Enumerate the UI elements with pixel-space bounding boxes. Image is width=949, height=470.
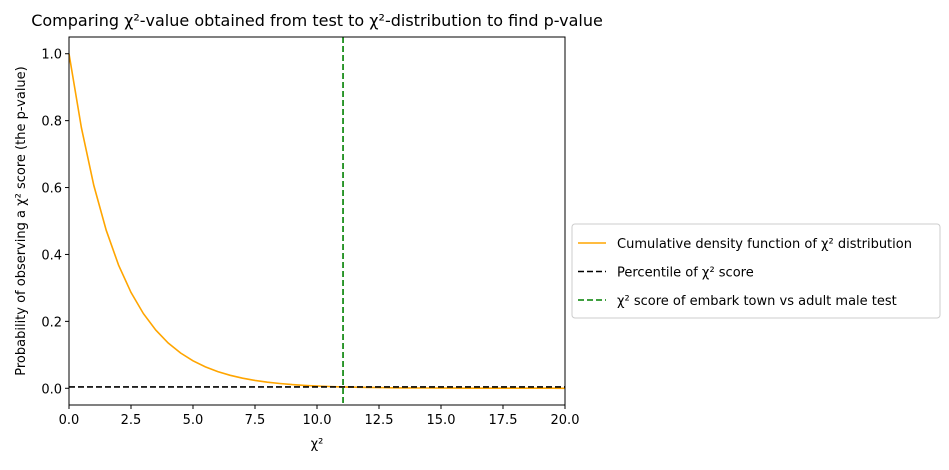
x-axis-label: χ² xyxy=(311,437,324,452)
y-tick-label: 1.0 xyxy=(41,48,62,63)
x-tick-label: 7.5 xyxy=(245,413,266,428)
x-tick-label: 12.5 xyxy=(365,413,394,428)
legend-label: χ² score of embark town vs adult male te… xyxy=(617,294,897,309)
y-axis: 0.0 0.2 0.4 0.6 0.8 1.0 xyxy=(41,48,69,397)
x-tick-label: 5.0 xyxy=(183,413,204,428)
y-tick-label: 0.2 xyxy=(41,315,62,330)
x-tick-label: 2.5 xyxy=(121,413,142,428)
legend-label: Percentile of χ² score xyxy=(617,266,754,281)
y-tick-label: 0.8 xyxy=(41,115,62,130)
y-tick-label: 0.0 xyxy=(41,382,62,397)
legend-label: Cumulative density function of χ² distri… xyxy=(617,237,912,252)
x-tick-label: 20.0 xyxy=(551,413,580,428)
x-tick-label: 15.0 xyxy=(427,413,456,428)
x-axis: 0.0 2.5 5.0 7.5 10.0 12.5 15.0 17.5 20.0 xyxy=(59,405,580,428)
x-tick-label: 10.0 xyxy=(303,413,332,428)
x-tick-label: 0.0 xyxy=(59,413,80,428)
chart-title: Comparing χ²-value obtained from test to… xyxy=(31,11,603,30)
y-axis-label: Probability of observing a χ² score (the… xyxy=(14,66,29,376)
x-tick-label: 17.5 xyxy=(489,413,518,428)
plot-area xyxy=(68,37,566,405)
axes-frame xyxy=(68,36,566,406)
y-tick-label: 0.4 xyxy=(41,248,62,263)
legend-frame xyxy=(571,223,941,319)
legend: Cumulative density function of χ² distri… xyxy=(571,223,941,319)
cdf-line xyxy=(68,53,566,390)
y-tick-label: 0.6 xyxy=(41,182,62,197)
